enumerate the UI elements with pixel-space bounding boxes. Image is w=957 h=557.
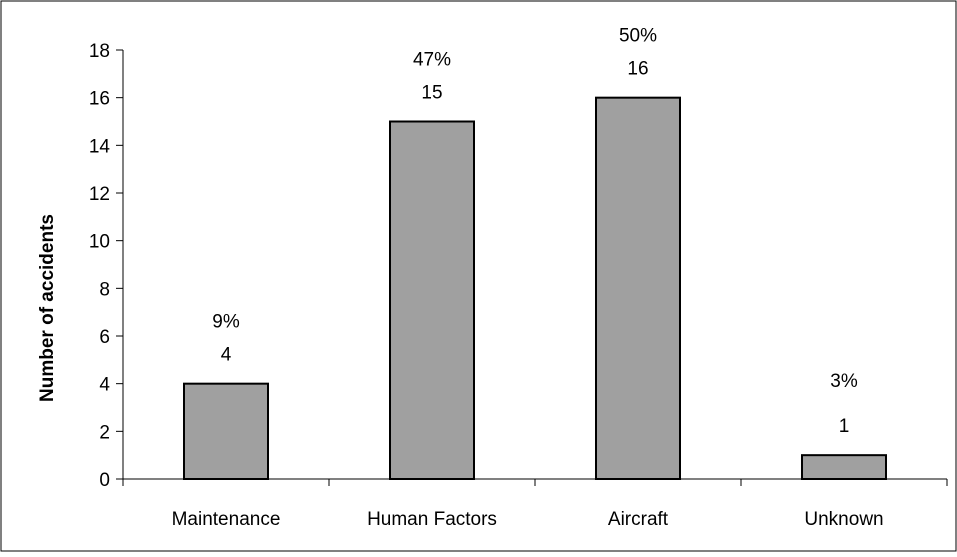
x-tick-label: Aircraft xyxy=(608,509,669,530)
data-label-value: 1 xyxy=(839,416,850,437)
y-tick-label: 18 xyxy=(89,41,110,62)
data-label-value: 4 xyxy=(221,345,232,366)
y-tick-label: 0 xyxy=(99,470,110,491)
data-label-value: 16 xyxy=(627,59,648,80)
bar xyxy=(801,454,887,480)
y-axis-title: Number of accidents xyxy=(37,214,58,402)
bar xyxy=(389,120,475,480)
y-tick-label: 4 xyxy=(99,375,110,396)
data-label-value: 15 xyxy=(421,83,442,104)
y-tick-label: 12 xyxy=(89,184,110,205)
data-label-percent: 47% xyxy=(413,50,451,71)
y-tick-label: 10 xyxy=(89,232,110,253)
data-label-percent: 9% xyxy=(212,312,240,333)
y-tick-label: 14 xyxy=(89,136,111,157)
x-tick-label: Maintenance xyxy=(172,509,281,530)
y-tick-label: 6 xyxy=(99,327,110,348)
data-label-percent: 50% xyxy=(619,26,657,47)
bar xyxy=(183,382,269,480)
x-tick-label: Unknown xyxy=(804,509,883,530)
bar xyxy=(595,96,681,481)
bars xyxy=(183,96,887,481)
x-tick-label: Human Factors xyxy=(367,509,497,530)
data-labels: 4 9% 15 47% 16 50% 1 3% xyxy=(212,26,858,437)
y-tick-label: 2 xyxy=(99,422,110,443)
y-tick-label: 8 xyxy=(99,279,110,300)
data-label-percent: 3% xyxy=(830,371,858,392)
y-axis: 0 2 4 6 8 10 12 14 16 18 xyxy=(89,41,124,491)
y-tick-label: 16 xyxy=(89,89,110,110)
